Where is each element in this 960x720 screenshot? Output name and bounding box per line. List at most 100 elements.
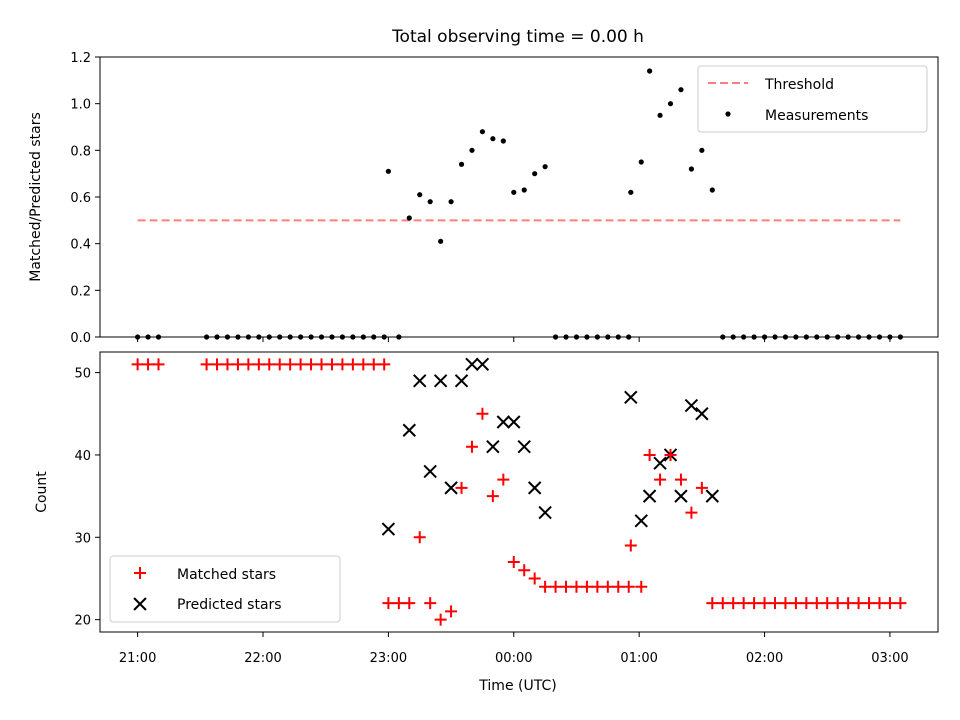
predicted-star-marker [486,439,500,454]
bottom-legend: Matched stars Predicted stars [109,555,341,623]
matched-star-marker [211,358,224,371]
y-tick-label: 0.6 [70,191,91,206]
matched-star-marker [445,605,458,618]
x-tick-label: 23:00 [370,651,407,666]
measurement-point [699,147,705,153]
bottom-y-axis: 20 30 40 50 [74,367,100,629]
y-tick-label: 30 [74,531,91,546]
y-tick-label: 0.4 [70,238,91,253]
measurement-points-layer [135,68,903,340]
matched-star-marker [305,358,318,371]
matched-star-marker [231,358,244,371]
predicted-star-marker [507,415,521,429]
top-legend: Threshold Measurements [697,65,928,133]
matched-star-marker [263,358,276,371]
predicted-star-marker [465,357,479,372]
measurement-point [709,187,715,193]
matched-star-marker [706,597,719,610]
matched-star-marker [737,597,750,610]
matched-star-marker [315,358,328,371]
matched-star-marker [635,580,648,593]
measurement-point [532,171,538,177]
x-axis-label: Time (UTC) [478,678,556,694]
predicted-star-marker [674,489,688,503]
matched-star-marker [152,358,165,371]
matched-star-marker [560,580,573,593]
matched-star-marker [695,481,708,494]
legend-predicted-swatch [133,597,147,611]
matched-star-marker [403,597,416,610]
bottom-panel: 20 30 40 50 21:00 22:00 23:00 00:00 01:00 02:00 0… [34,351,939,694]
matched-star-marker [346,358,359,371]
predicted-stars-layer [381,357,720,536]
measurement-point [542,164,548,170]
top-x-axis [137,337,891,342]
matched-star-marker [221,358,234,371]
top-y-axis-label: Matched/Predicted stars [28,112,44,282]
predicted-star-marker [475,357,490,372]
matched-star-marker [357,358,370,371]
matched-star-marker [413,531,426,544]
matched-star-marker [580,580,593,593]
predicted-star-marker [527,481,542,495]
matched-star-marker [664,448,677,461]
measurement-point [417,192,423,198]
measurement-point [667,101,674,107]
measurement-point [448,199,454,205]
matched-star-marker [831,597,844,610]
predicted-star-marker [402,423,416,437]
matched-star-marker [273,358,286,371]
matched-star-marker [643,448,656,461]
matched-star-marker [294,358,307,371]
measurement-point [657,112,663,118]
matched-star-marker [252,358,265,371]
matched-star-marker [654,473,667,486]
predicted-star-marker [496,415,511,429]
predicted-star-marker [705,489,720,503]
matched-star-marker [497,473,510,486]
matched-star-marker [455,481,468,494]
matched-star-marker [716,597,729,610]
matched-star-marker [378,358,391,371]
measurement-point [479,129,486,135]
matched-star-marker [367,358,380,371]
predicted-star-marker [517,439,531,454]
predicted-star-marker [624,390,638,405]
matched-star-marker [434,613,447,626]
x-tick-label: 22:00 [244,651,281,666]
y-tick-label: 20 [74,614,91,629]
matched-star-marker [727,597,740,610]
predicted-star-marker [454,374,469,388]
measurement-point [438,238,444,244]
matched-star-marker [284,358,297,371]
measurement-point [511,189,517,195]
measurement-point [500,138,506,144]
matched-star-marker [507,556,520,568]
measurement-point [628,189,634,195]
legend-predicted-label: Predicted stars [177,597,282,613]
x-tick-label: 03:00 [871,651,908,666]
legend-matched-swatch [134,567,146,579]
matched-star-marker [392,597,405,610]
matched-star-marker [748,597,761,610]
matched-star-marker [476,407,489,420]
matched-star-marker [612,580,625,593]
measurement-point [385,168,391,174]
legend-matched-label: Matched stars [177,567,276,583]
matched-star-marker [486,490,499,503]
matched-star-marker [863,597,876,610]
measurement-point [688,166,695,172]
bottom-plot-frame [99,351,939,633]
matched-stars-layer [131,358,907,626]
predicted-star-marker [642,489,657,503]
y-tick-label: 50 [74,367,91,382]
bottom-y-axis-label: Count [34,471,50,513]
legend-threshold-label: Threshold [764,77,834,93]
matched-star-marker [142,358,155,371]
matched-star-marker [758,597,771,610]
measurement-point [490,136,496,142]
matched-star-marker [528,572,541,585]
matched-star-marker [539,580,552,593]
x-tick-label: 21:00 [119,651,156,666]
